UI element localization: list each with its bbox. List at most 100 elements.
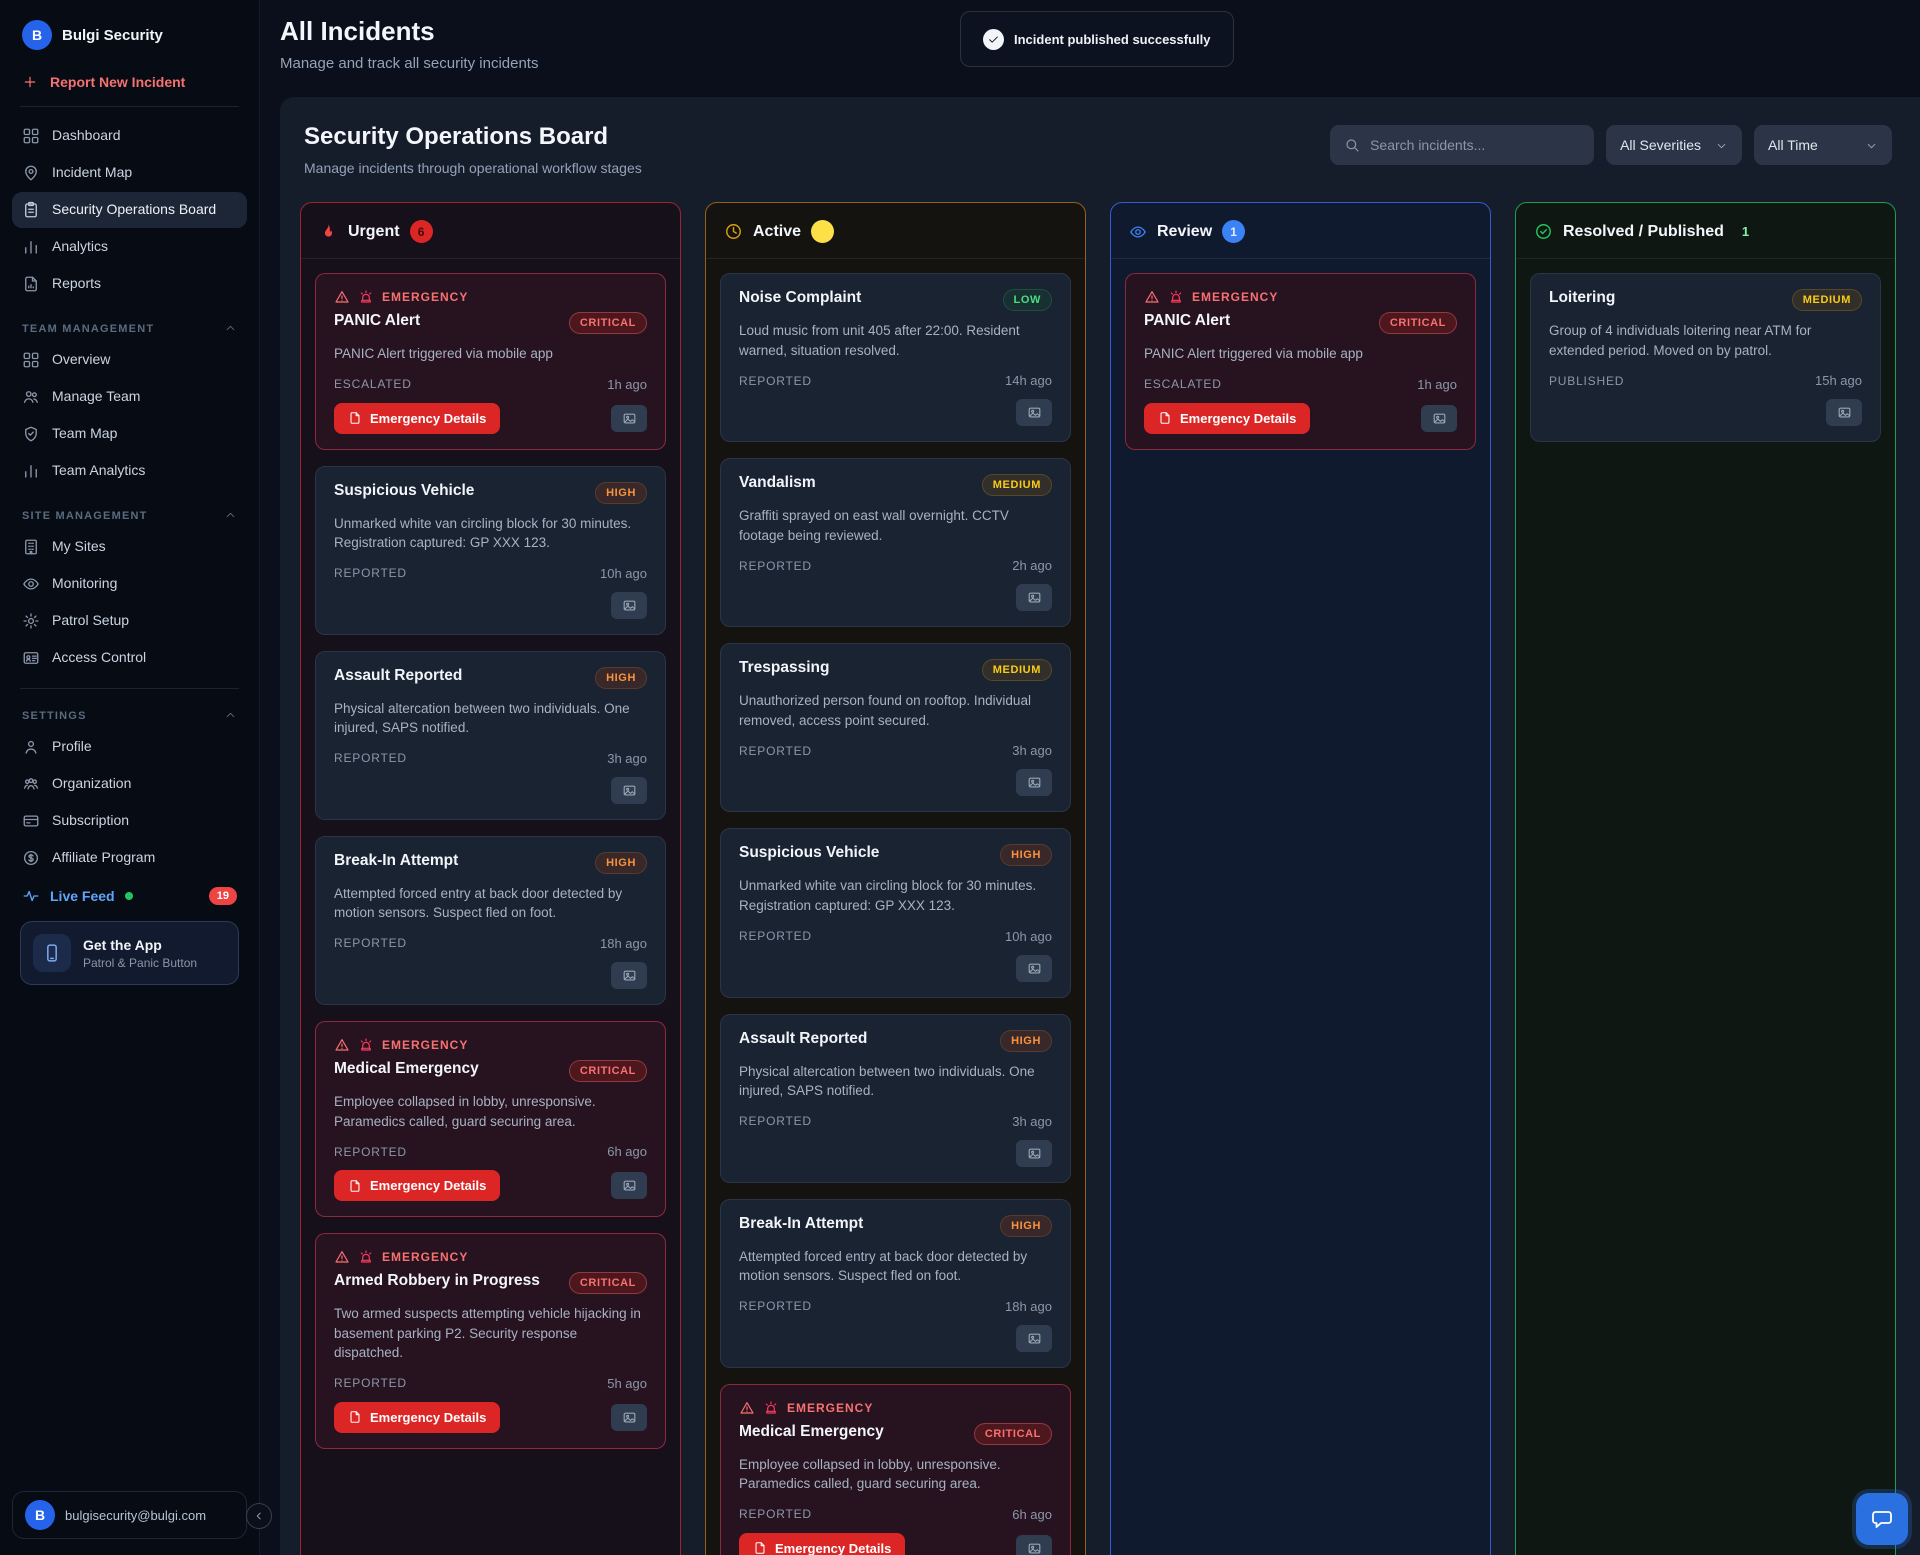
view-media-button[interactable] xyxy=(1016,1324,1052,1352)
image-icon xyxy=(622,598,637,613)
sidebar-item-analytics[interactable]: Analytics xyxy=(12,229,247,265)
sidebar-item-reports[interactable]: Reports xyxy=(12,266,247,302)
sidebar-section-header[interactable]: SETTINGS xyxy=(12,705,247,728)
incident-meta: REPORTED 18h ago xyxy=(739,1299,1052,1314)
emergency-details-button[interactable]: Emergency Details xyxy=(334,1170,501,1202)
view-media-button[interactable] xyxy=(1016,1139,1052,1167)
incident-time: 6h ago xyxy=(1012,1506,1052,1522)
grid-icon xyxy=(22,127,40,145)
sidebar-item-manage-team[interactable]: Manage Team xyxy=(12,379,247,415)
incident-card[interactable]: Break-In Attempt HIGH Attempted forced e… xyxy=(720,1198,1071,1368)
sidebar-item-affiliate-program[interactable]: Affiliate Program xyxy=(12,840,247,876)
column-urgent: Urgent 6 EMERGENCY PANIC Alert CRITICAL … xyxy=(300,202,681,1555)
incident-card[interactable]: Noise Complaint LOW Loud music from unit… xyxy=(720,273,1071,443)
sidebar-section-label: TEAM MANAGEMENT xyxy=(22,322,155,335)
view-media-button[interactable] xyxy=(611,1403,647,1431)
sidebar-item-my-sites[interactable]: My Sites xyxy=(12,529,247,565)
shield-check-icon xyxy=(22,425,40,443)
sidebar-item-security-operations-board[interactable]: Security Operations Board xyxy=(12,192,247,228)
incident-card[interactable]: EMERGENCY Armed Robbery in Progress CRIT… xyxy=(315,1233,666,1449)
incident-card[interactable]: Assault Reported HIGH Physical altercati… xyxy=(315,650,666,820)
search-box xyxy=(1330,125,1595,165)
view-media-button[interactable] xyxy=(611,776,647,804)
sidebar-item-subscription[interactable]: Subscription xyxy=(12,803,247,839)
sidebar-item-overview[interactable]: Overview xyxy=(12,342,247,378)
incident-card[interactable]: EMERGENCY PANIC Alert CRITICAL PANIC Ale… xyxy=(1125,273,1476,450)
sidebar-collapse-button[interactable] xyxy=(246,1503,272,1529)
incident-title: Trespassing xyxy=(739,659,830,677)
chat-bubble-icon xyxy=(1870,1507,1894,1531)
warning-triangle-icon xyxy=(334,1037,350,1053)
image-icon xyxy=(1027,1146,1042,1161)
view-media-button[interactable] xyxy=(1016,954,1052,982)
incident-card[interactable]: EMERGENCY Medical Emergency CRITICAL Emp… xyxy=(315,1020,666,1218)
incident-time: 18h ago xyxy=(1005,1298,1052,1314)
sidebar-item-live-feed[interactable]: Live Feed 19 xyxy=(12,877,247,915)
column-title: Review xyxy=(1157,222,1213,240)
sidebar-item-access-control[interactable]: Access Control xyxy=(12,640,247,676)
image-icon xyxy=(1027,590,1042,605)
emergency-details-button[interactable]: Emergency Details xyxy=(739,1532,906,1555)
view-media-button[interactable] xyxy=(611,591,647,619)
incident-card[interactable]: Suspicious Vehicle HIGH Unmarked white v… xyxy=(720,828,1071,998)
column-cards: Noise Complaint LOW Loud music from unit… xyxy=(706,259,1085,1555)
time-filter-select[interactable]: All Time xyxy=(1754,125,1892,165)
incident-card[interactable]: EMERGENCY Medical Emergency CRITICAL Emp… xyxy=(720,1383,1071,1555)
search-input[interactable] xyxy=(1370,137,1581,153)
sidebar-section-header[interactable]: SITE MANAGEMENT xyxy=(12,505,247,528)
activity-icon xyxy=(22,887,40,905)
view-media-button[interactable] xyxy=(1016,769,1052,797)
column-title: Resolved / Published xyxy=(1563,222,1724,240)
get-the-app-card[interactable]: Get the App Patrol & Panic Button xyxy=(20,921,239,985)
arrow-left-icon xyxy=(252,1509,266,1523)
view-media-button[interactable] xyxy=(1421,404,1457,432)
incident-card[interactable]: Loitering MEDIUM Group of 4 individuals … xyxy=(1530,273,1881,443)
user-account-card[interactable]: B bulgisecurity@bulgi.com xyxy=(12,1491,247,1539)
sidebar-item-incident-map[interactable]: Incident Map xyxy=(12,155,247,191)
view-media-button[interactable] xyxy=(611,1172,647,1200)
eye-icon xyxy=(22,575,40,593)
emergency-details-button[interactable]: Emergency Details xyxy=(334,402,501,434)
report-new-incident-button[interactable]: Report New Incident xyxy=(12,66,247,102)
incident-description: PANIC Alert triggered via mobile app xyxy=(334,346,553,361)
chevron-up-icon xyxy=(224,509,237,522)
card-title-row: Noise Complaint LOW xyxy=(739,289,1052,311)
emergency-details-button[interactable]: Emergency Details xyxy=(334,1401,501,1433)
view-media-button[interactable] xyxy=(1016,399,1052,427)
incident-card[interactable]: EMERGENCY PANIC Alert CRITICAL PANIC Ale… xyxy=(315,273,666,450)
chat-widget-button[interactable] xyxy=(1856,1493,1908,1545)
incident-card[interactable]: Suspicious Vehicle HIGH Unmarked white v… xyxy=(315,465,666,635)
sidebar-item-organization[interactable]: Organization xyxy=(12,766,247,802)
card-title-row: Suspicious Vehicle HIGH xyxy=(334,481,647,504)
view-media-button[interactable] xyxy=(611,404,647,432)
severity-filter-select[interactable]: All Severities xyxy=(1606,125,1742,165)
incident-card[interactable]: Assault Reported HIGH Physical altercati… xyxy=(720,1013,1071,1183)
incident-meta: REPORTED 2h ago xyxy=(739,558,1052,573)
board-header: Security Operations Board Manage inciden… xyxy=(300,123,1896,176)
sidebar-item-label: Dashboard xyxy=(52,127,121,144)
search-icon xyxy=(1344,137,1360,153)
view-media-button[interactable] xyxy=(611,961,647,989)
incident-time: 3h ago xyxy=(1012,1113,1052,1129)
sidebar-item-monitoring[interactable]: Monitoring xyxy=(12,566,247,602)
sidebar-item-profile[interactable]: Profile xyxy=(12,729,247,765)
sidebar-item-team-map[interactable]: Team Map xyxy=(12,416,247,452)
view-media-button[interactable] xyxy=(1016,1534,1052,1555)
incident-actions: Emergency Details xyxy=(739,1532,1052,1555)
sidebar-item-team-analytics[interactable]: Team Analytics xyxy=(12,453,247,489)
incident-card[interactable]: Trespassing MEDIUM Unauthorized person f… xyxy=(720,643,1071,813)
severity-badge: HIGH xyxy=(1000,1214,1052,1237)
incident-time: 1h ago xyxy=(1417,376,1457,392)
warning-triangle-icon xyxy=(739,1400,755,1416)
sidebar-section-header[interactable]: TEAM MANAGEMENT xyxy=(12,318,247,341)
incident-title: Assault Reported xyxy=(334,666,463,684)
sidebar-item-dashboard[interactable]: Dashboard xyxy=(12,118,247,154)
incident-card[interactable]: Break-In Attempt HIGH Attempted forced e… xyxy=(315,835,666,1005)
incident-card[interactable]: Vandalism MEDIUM Graffiti sprayed on eas… xyxy=(720,458,1071,628)
sidebar-item-patrol-setup[interactable]: Patrol Setup xyxy=(12,603,247,639)
view-media-button[interactable] xyxy=(1826,399,1862,427)
view-media-button[interactable] xyxy=(1016,584,1052,612)
incident-status: REPORTED xyxy=(334,1144,407,1159)
emergency-details-button[interactable]: Emergency Details xyxy=(1144,402,1311,434)
incident-actions xyxy=(334,591,647,619)
